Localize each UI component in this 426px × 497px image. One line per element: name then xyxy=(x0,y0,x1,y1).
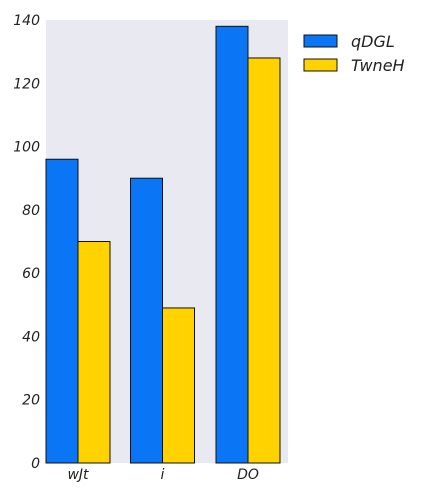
x-tick-label: i xyxy=(161,467,165,483)
bar-TwneH-DO xyxy=(247,57,281,464)
y-axis-ticks: 0 20 40 60 80 100 120 140 xyxy=(13,13,40,472)
legend-swatch-TwneH xyxy=(303,58,338,72)
bar-qDGL-i xyxy=(130,177,163,464)
y-tick-label: 120 xyxy=(13,76,40,92)
bar-qDGL-wJt xyxy=(45,158,79,464)
y-tick-label: 0 xyxy=(31,456,40,472)
y-tick-label: 20 xyxy=(22,393,40,409)
legend-swatch-qDGL xyxy=(303,34,338,48)
y-tick-label: 40 xyxy=(22,329,40,345)
y-tick-label: 60 xyxy=(22,266,40,282)
y-tick-label: 100 xyxy=(13,140,40,156)
x-tick-label: DO xyxy=(237,467,259,483)
legend-label-qDGL: qDGL xyxy=(351,32,395,51)
bar-qDGL-DO xyxy=(215,25,249,464)
x-axis-ticks: wJt i DO xyxy=(67,467,258,483)
bar-TwneH-i xyxy=(162,307,195,464)
legend: qDGL TwneH xyxy=(303,32,405,75)
bar-TwneH-wJt xyxy=(77,241,111,464)
bars-group xyxy=(45,25,281,464)
y-tick-label: 80 xyxy=(22,203,40,219)
legend-label-TwneH: TwneH xyxy=(351,56,405,75)
y-tick-label: 140 xyxy=(13,13,40,29)
x-tick-label: wJt xyxy=(67,467,89,483)
